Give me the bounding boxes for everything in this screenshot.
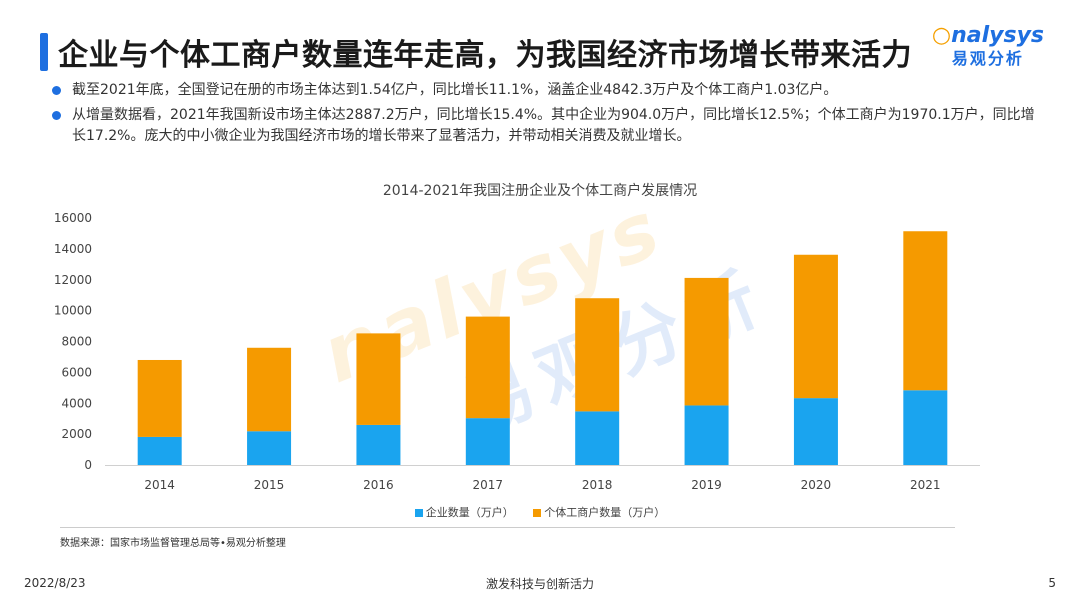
bullet-text: 截至2021年底，全国登记在册的市场主体达到1.54亿户，同比增长11.1%，涵…: [72, 82, 838, 98]
logo-o-mark: ○: [931, 23, 952, 48]
footer-center: 激发科技与创新活力: [485, 577, 594, 591]
x-tick-label: 2016: [363, 478, 394, 492]
bullet-item: 从增量数据看，2021年我国新设市场主体达2887.2万户，同比增长15.4%。…: [50, 105, 1040, 147]
x-tick-label: 2020: [801, 478, 832, 492]
bar-enterprise: [465, 418, 510, 465]
bar-individual: [356, 333, 401, 425]
y-tick-label: 14000: [54, 242, 92, 256]
bar-enterprise: [247, 431, 292, 465]
y-tick-label: 10000: [54, 304, 92, 318]
bullet-dot-icon: [52, 111, 61, 120]
bar-individual: [575, 298, 620, 412]
bar-enterprise: [684, 405, 729, 465]
bar-individual: [793, 254, 838, 399]
y-tick-label: 6000: [61, 365, 92, 379]
bar-enterprise: [356, 424, 401, 465]
logo-cn-text: 易观分析: [951, 49, 1024, 68]
legend-item-enterprise: 企业数量（万户）: [414, 504, 514, 520]
footer-date: 2022/8/23: [24, 576, 86, 590]
bullet-dot-icon: [52, 86, 61, 95]
legend-item-individual: 个体工商户数量（万户）: [533, 504, 665, 520]
x-tick-label: 2019: [691, 478, 722, 492]
y-tick-label: 12000: [54, 273, 92, 287]
stacked-bar-chart: 0 2000 4000 6000 8000 10000 12000 14000 16000 201…: [54, 211, 980, 492]
page-title: 企业与个体工商户数量连年走高，为我国经济市场增长带来活力: [58, 38, 912, 73]
bar-individual: [465, 316, 510, 419]
chart-legend: 企业数量（万户） 个体工商户数量（万户）: [0, 504, 1080, 520]
data-source: 数据来源：国家市场监督管理总局等•易观分析整理: [60, 538, 286, 549]
bullet-text: 从增量数据看，2021年我国新设市场主体达2887.2万户，同比增长15.4%。…: [72, 107, 1035, 144]
bar-enterprise: [575, 411, 620, 465]
bullet-list: 截至2021年底，全国登记在册的市场主体达到1.54亿户，同比增长11.1%，涵…: [50, 80, 1040, 151]
bar-individual: [684, 277, 729, 406]
x-tick-label: 2018: [582, 478, 613, 492]
x-tick-label: 2014: [144, 478, 175, 492]
bullet-item: 截至2021年底，全国登记在册的市场主体达到1.54亿户，同比增长11.1%，涵…: [50, 80, 1040, 101]
y-tick-label: 16000: [54, 211, 92, 225]
analysys-logo: ○nalysys 易观分析: [932, 24, 1044, 70]
page-number: 5: [1048, 576, 1056, 590]
logo-en-text: nalysys: [951, 23, 1044, 48]
chart-title: 2014-2021年我国注册企业及个体工商户发展情况: [382, 183, 698, 199]
y-tick-label: 2000: [61, 427, 92, 441]
x-tick-label: 2015: [254, 478, 285, 492]
title-accent-bar: [40, 33, 48, 71]
bar-individual: [247, 347, 292, 432]
bar-individual: [903, 231, 948, 391]
y-tick-label: 4000: [61, 396, 92, 410]
y-tick-label: 8000: [61, 335, 92, 349]
bar-enterprise: [137, 436, 182, 465]
bar-enterprise: [793, 398, 838, 465]
legend-swatch-icon: [414, 509, 423, 517]
bar-individual: [137, 359, 182, 437]
legend-swatch-icon: [533, 509, 542, 517]
y-tick-label: 0: [84, 458, 92, 472]
source-divider: [60, 527, 955, 528]
bar-enterprise: [903, 390, 948, 465]
x-tick-label: 2017: [473, 478, 504, 492]
x-tick-label: 2021: [910, 478, 941, 492]
